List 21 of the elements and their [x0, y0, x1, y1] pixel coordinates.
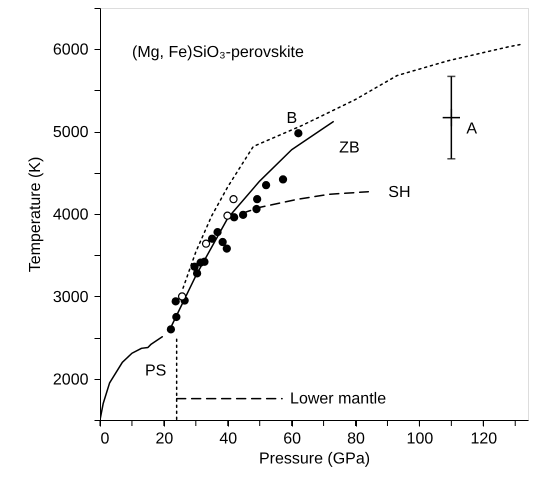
x-tick-label: 120	[470, 430, 498, 448]
x-tick-label: 20	[155, 430, 174, 448]
series-label: Lower mantle	[290, 390, 386, 408]
x-tick-label: 0	[100, 430, 110, 448]
x-tick-label: 80	[347, 430, 366, 448]
x-tick-label: 60	[283, 430, 302, 448]
series-label: SH	[388, 184, 411, 201]
y-tick-label: 3000	[52, 288, 89, 306]
y-tick-label: 2000	[52, 371, 89, 388]
x-tick-label: 100	[406, 430, 434, 448]
x-tick-label: 40	[219, 430, 238, 448]
y-tick-label: 4000	[52, 206, 89, 224]
y-axis-title: Temperature (K)	[26, 156, 44, 272]
y-tick-label: 5000	[52, 124, 89, 142]
series-label: B	[286, 110, 298, 127]
series-label: A	[466, 120, 478, 138]
x-axis-title: Pressure (GPa)	[258, 450, 370, 468]
text: (Mg, Fe)SiO₃-perovskite	[132, 44, 304, 61]
series-label: ZB	[339, 140, 360, 157]
series-label: PS	[144, 362, 166, 380]
y-tick-label: 6000	[52, 42, 89, 59]
